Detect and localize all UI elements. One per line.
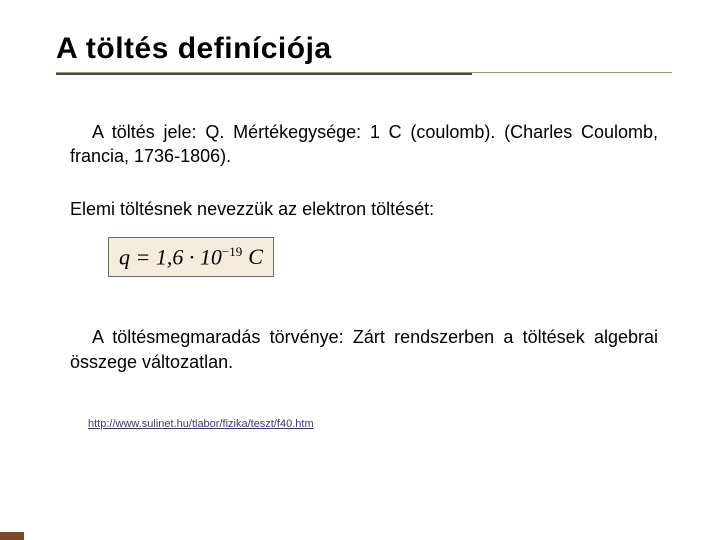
paragraph-1: A töltés jele: Q. Mértékegysége: 1 C (co…: [70, 120, 658, 169]
formula-unit: C: [248, 244, 263, 269]
paragraph-3: A töltésmegmaradás törvénye: Zárt rendsz…: [70, 325, 658, 374]
title-underline: [56, 72, 672, 80]
accent-bar: [0, 532, 24, 540]
formula-coeff: 1,6: [156, 244, 184, 269]
formula-exp: −19: [222, 244, 242, 259]
slide-title: A töltés definíciója: [56, 32, 672, 66]
formula-dot: ·: [183, 244, 200, 269]
formula-box: q = 1,6 · 10−19 C: [108, 237, 274, 277]
formula-base: 10: [200, 244, 222, 269]
title-underline-thin: [56, 72, 672, 73]
source-link[interactable]: http://www.sulinet.hu/tlabor/fizika/tesz…: [88, 418, 314, 430]
formula-container: q = 1,6 · 10−19 C: [108, 237, 672, 277]
formula-eq: =: [130, 244, 156, 269]
paragraph-2: Elemi töltésnek nevezzük az elektron töl…: [70, 197, 658, 221]
formula-lhs: q: [119, 244, 130, 269]
